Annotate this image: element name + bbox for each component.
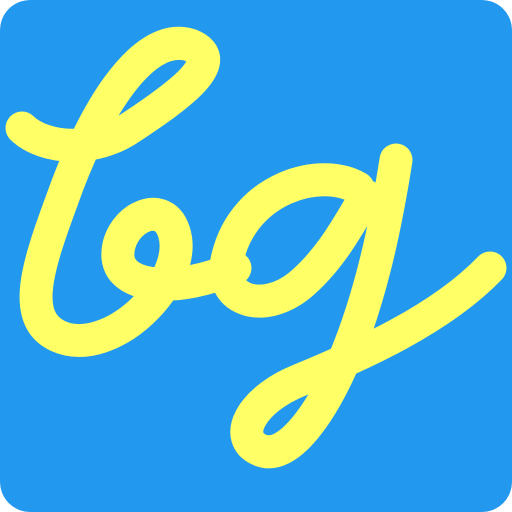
letter-g-descender — [230, 143, 507, 469]
letter-b-stroke — [5, 26, 252, 357]
letter-g-bowl — [209, 163, 383, 318]
bg-lettering — [5, 26, 507, 469]
